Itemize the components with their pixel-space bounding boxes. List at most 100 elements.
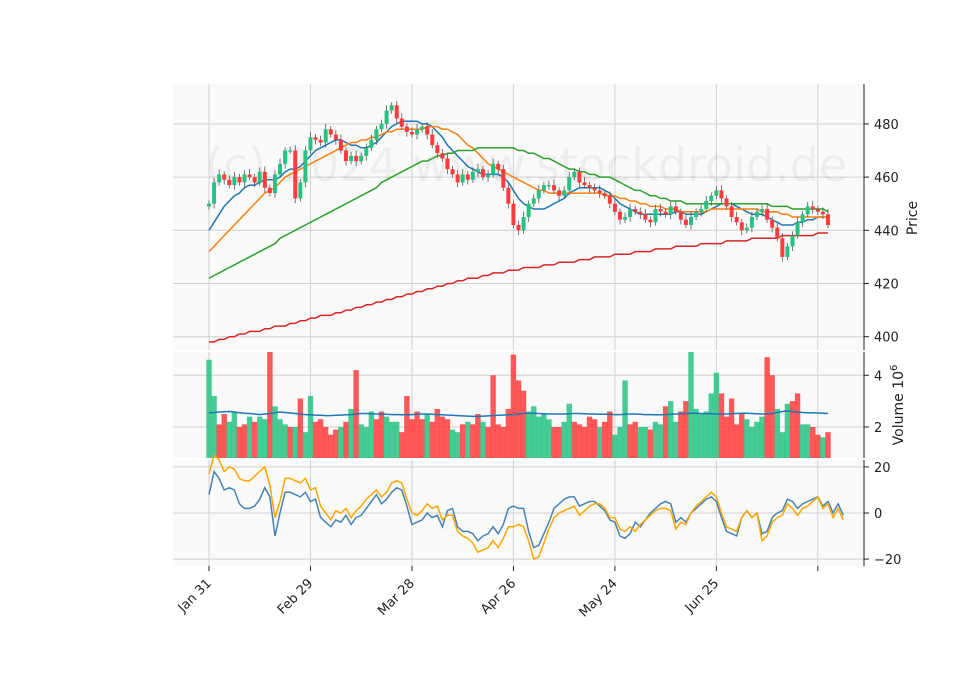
volume-bar xyxy=(262,419,268,458)
candle-body xyxy=(511,203,516,225)
candle-body xyxy=(435,145,440,154)
candle-body xyxy=(394,105,399,119)
candle-body xyxy=(602,193,607,196)
volume-bar xyxy=(287,426,293,458)
volume-bar xyxy=(576,424,583,458)
candle-body xyxy=(364,147,369,156)
candle-body xyxy=(633,209,638,212)
candle-body xyxy=(425,126,430,135)
candle-body xyxy=(607,195,612,204)
volume-bar xyxy=(292,426,298,458)
volume-bar xyxy=(769,375,775,458)
candle-body xyxy=(222,174,227,180)
volume-bar xyxy=(820,437,826,458)
volume-bar xyxy=(637,426,643,458)
candle-body xyxy=(546,185,551,187)
volume-bar xyxy=(404,395,410,458)
candle-body xyxy=(450,169,455,175)
candle-body xyxy=(278,163,283,175)
volume-bar xyxy=(759,416,765,458)
price-panel xyxy=(173,84,864,350)
volume-bar xyxy=(429,421,435,458)
volume-bar xyxy=(662,406,669,458)
candle-body xyxy=(790,235,795,247)
candle-body xyxy=(709,195,714,202)
candle-body xyxy=(207,203,211,207)
candle-body xyxy=(420,126,425,130)
candle-body xyxy=(496,163,501,170)
moving-average-line-long xyxy=(209,232,828,343)
volume-bar xyxy=(394,421,400,458)
volume-bar xyxy=(297,398,304,458)
candle-body xyxy=(638,211,643,215)
volume-bar xyxy=(693,408,699,458)
candle-body xyxy=(293,150,298,199)
candle-body xyxy=(704,201,709,210)
price-axis-label: Price xyxy=(905,201,921,235)
volume-bar xyxy=(475,414,481,458)
candle-body xyxy=(557,190,562,196)
volume-bar xyxy=(825,432,831,458)
candle-body xyxy=(739,222,744,231)
volume-bar xyxy=(683,401,689,458)
candle-body xyxy=(592,187,597,191)
price-tick-label: 460 xyxy=(874,171,899,186)
candle-body xyxy=(749,217,754,228)
volume-bar xyxy=(774,408,780,458)
volume-axis-label-text: Volume 10 xyxy=(891,371,907,445)
volume-bar xyxy=(810,426,816,458)
volume-bar xyxy=(226,421,232,458)
volume-bar xyxy=(657,424,664,458)
candle-body xyxy=(445,158,450,170)
volume-bar xyxy=(373,419,380,458)
volume-bar xyxy=(363,426,369,458)
candle-body xyxy=(567,177,572,191)
volume-bar xyxy=(505,408,512,458)
candle-body xyxy=(409,131,414,135)
volume-layer xyxy=(206,352,831,458)
volume-bar xyxy=(627,424,633,458)
candle-body xyxy=(754,211,759,217)
candle-body xyxy=(648,219,653,223)
candle-body xyxy=(562,190,567,196)
candle-body xyxy=(267,187,272,194)
candle-body xyxy=(536,190,541,199)
x-tick-label: Jan 31 xyxy=(175,576,215,616)
volume-bar xyxy=(571,421,578,458)
volume-bar xyxy=(424,414,430,458)
volume-bar xyxy=(409,419,415,458)
volume-bar xyxy=(754,421,760,458)
candle-body xyxy=(486,174,491,178)
volume-bar xyxy=(343,421,349,458)
volume-bar xyxy=(444,419,451,458)
candle-body xyxy=(283,150,288,164)
volume-bar xyxy=(480,421,486,458)
candle-body xyxy=(257,171,262,183)
volume-bar xyxy=(744,419,750,458)
volume-bar xyxy=(419,419,425,458)
volume-bar xyxy=(459,424,466,458)
volume-bar xyxy=(277,419,283,458)
volume-bar xyxy=(708,393,715,458)
volume-bar xyxy=(551,426,557,458)
price-tick-label: 440 xyxy=(874,224,899,239)
candle-body xyxy=(298,182,303,199)
candle-body xyxy=(815,209,820,212)
volume-bar xyxy=(698,414,704,458)
candle-body xyxy=(455,174,460,183)
volume-bar xyxy=(307,395,314,458)
volume-tick-label: 2 xyxy=(874,421,882,436)
volume-bar xyxy=(556,426,562,458)
volume-bar xyxy=(703,411,709,458)
volume-bar xyxy=(525,411,532,458)
candle-body xyxy=(587,185,592,188)
candle-body xyxy=(379,123,384,130)
candle-body xyxy=(404,126,409,132)
volume-bar xyxy=(673,421,679,458)
candle-body xyxy=(597,190,602,194)
candle-body xyxy=(343,150,348,162)
volume-bar xyxy=(566,403,572,458)
oscillator-tick-label: −20 xyxy=(874,553,901,568)
candle-body xyxy=(683,219,688,225)
volume-bar xyxy=(815,434,821,458)
